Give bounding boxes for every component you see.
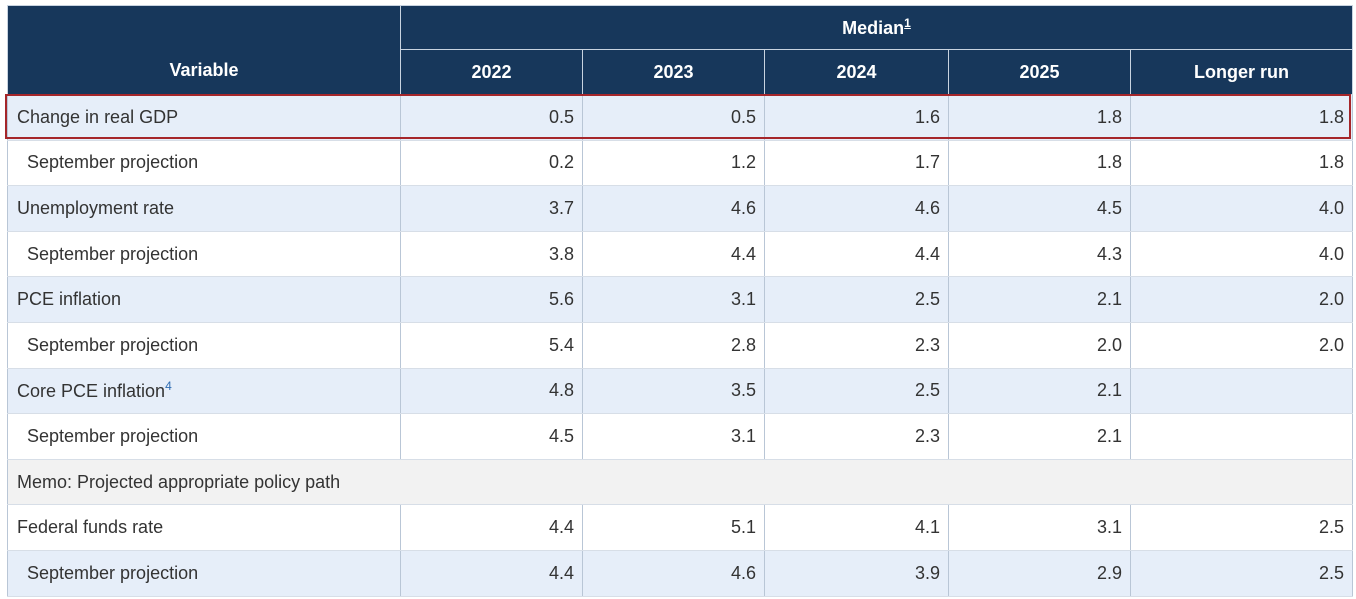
value-cell: 1.8 <box>1129 140 1354 187</box>
table-row: Core PCE inflation4 4.8 3.5 2.5 2.1 <box>7 368 1354 415</box>
column-header: Longer run <box>1129 49 1354 95</box>
value-cell: 3.1 <box>582 413 765 460</box>
value-cell: 2.8 <box>582 322 765 369</box>
value-cell: 4.1 <box>764 504 949 551</box>
row-label: September projection <box>7 550 401 597</box>
value-cell: 2.0 <box>948 322 1131 369</box>
row-label: September projection <box>7 231 401 278</box>
row-label-text: Change in real GDP <box>17 106 179 127</box>
table-row: Federal funds rate 4.4 5.1 4.1 3.1 2.5 <box>7 504 1354 551</box>
value-cell: 5.4 <box>400 322 583 369</box>
value-cell: 4.0 <box>1129 185 1354 232</box>
column-header: 2025 <box>948 49 1131 95</box>
value-cell: 4.6 <box>582 185 765 232</box>
value-cell: 1.6 <box>764 94 949 141</box>
value-cell: 1.8 <box>948 140 1131 187</box>
value-cell: 0.2 <box>400 140 583 187</box>
value-cell: 1.8 <box>1129 94 1354 141</box>
value-cell: 4.5 <box>948 185 1131 232</box>
value-cell: 2.9 <box>948 550 1131 597</box>
row-label: PCE inflation <box>7 276 401 323</box>
value-cell: 3.1 <box>948 504 1131 551</box>
row-label-text: PCE inflation <box>17 289 122 310</box>
median-footnote-link[interactable]: 1 <box>904 16 911 30</box>
row-label: Unemployment rate <box>7 185 401 232</box>
value-cell: 4.6 <box>582 550 765 597</box>
value-cell: 2.1 <box>948 368 1131 415</box>
value-cell: 2.5 <box>1129 504 1354 551</box>
value-cell: 4.6 <box>764 185 949 232</box>
table-row: September projection 0.2 1.2 1.7 1.8 1.8 <box>7 140 1354 187</box>
row-label-text: Core PCE inflation <box>17 381 166 402</box>
row-label-text: September projection <box>27 152 199 173</box>
projections-table: Variable Median1 2022 2023 2024 2025 Longer … <box>6 5 1354 597</box>
value-cell: 4.4 <box>400 504 583 551</box>
value-cell: 2.0 <box>1129 276 1354 323</box>
row-label-text: Unemployment rate <box>17 197 175 218</box>
value-cell: 2.3 <box>764 413 949 460</box>
value-cell: 5.6 <box>400 276 583 323</box>
value-cell: 4.8 <box>400 368 583 415</box>
row-label: September projection <box>7 413 401 460</box>
value-cell: 3.8 <box>400 231 583 278</box>
table-row: September projection 4.4 4.6 3.9 2.9 2.5 <box>7 550 1354 597</box>
value-cell: 0.5 <box>400 94 583 141</box>
row-label: September projection <box>7 322 401 369</box>
row-footnote-link[interactable]: 4 <box>165 379 172 394</box>
table-row: Unemployment rate 3.7 4.6 4.6 4.5 4.0 <box>7 185 1354 232</box>
value-cell: 2.5 <box>1129 550 1354 597</box>
column-header: 2022 <box>400 49 583 95</box>
row-label-text: September projection <box>27 425 199 446</box>
table-body: Change in real GDP 0.5 0.5 1.6 1.8 1.8 Septemb… <box>6 94 1354 597</box>
value-cell: 2.5 <box>764 368 949 415</box>
row-label-text: September projection <box>27 334 199 355</box>
value-cell: 2.1 <box>948 276 1131 323</box>
row-label: Memo: Projected appropriate policy path <box>6 459 1354 506</box>
value-cell: 3.5 <box>582 368 765 415</box>
value-cell: 4.3 <box>948 231 1131 278</box>
value-cell: 2.0 <box>1129 322 1354 369</box>
value-cell: 4.4 <box>400 550 583 597</box>
value-cell: 4.4 <box>764 231 949 278</box>
column-header: 2023 <box>582 49 765 95</box>
value-cell: 0.5 <box>582 94 765 141</box>
table-row: September projection 5.4 2.8 2.3 2.0 2.0 <box>7 322 1354 369</box>
row-label-text: September projection <box>27 243 199 264</box>
table-row: PCE inflation 5.6 3.1 2.5 2.1 2.0 <box>7 276 1354 323</box>
table-row: September projection 4.5 3.1 2.3 2.1 <box>7 413 1354 460</box>
value-cell: 4.5 <box>400 413 583 460</box>
row-label: Change in real GDP <box>7 94 401 141</box>
value-cell: 4.4 <box>582 231 765 278</box>
value-cell: 3.1 <box>582 276 765 323</box>
value-cell: 2.5 <box>764 276 949 323</box>
row-label-text: Federal funds rate <box>17 517 164 538</box>
memo-row: Memo: Projected appropriate policy path <box>6 459 1354 506</box>
table-header: Variable Median1 2022 2023 2024 2025 Longer … <box>7 5 1354 95</box>
median-header: Median1 <box>399 5 1354 50</box>
value-cell: 4.0 <box>1129 231 1354 278</box>
row-label: September projection <box>7 140 401 187</box>
value-cell: 1.7 <box>764 140 949 187</box>
value-cell <box>1129 413 1354 460</box>
value-cell: 5.1 <box>582 504 765 551</box>
row-label-text: Memo: Projected appropriate policy path <box>17 471 341 492</box>
row-label: Core PCE inflation4 <box>7 368 401 415</box>
variable-header: Variable <box>7 5 401 95</box>
table-row: September projection 3.8 4.4 4.4 4.3 4.0 <box>7 231 1354 278</box>
value-cell: 1.8 <box>948 94 1131 141</box>
value-cell <box>1129 368 1354 415</box>
column-header: 2024 <box>764 49 949 95</box>
value-cell: 2.1 <box>948 413 1131 460</box>
value-cell: 1.2 <box>582 140 765 187</box>
row-label: Federal funds rate <box>7 504 401 551</box>
row-label-text: September projection <box>27 562 199 583</box>
value-cell: 2.3 <box>764 322 949 369</box>
table-row: Change in real GDP 0.5 0.5 1.6 1.8 1.8 <box>7 94 1354 141</box>
value-cell: 3.9 <box>764 550 949 597</box>
value-cell: 3.7 <box>400 185 583 232</box>
